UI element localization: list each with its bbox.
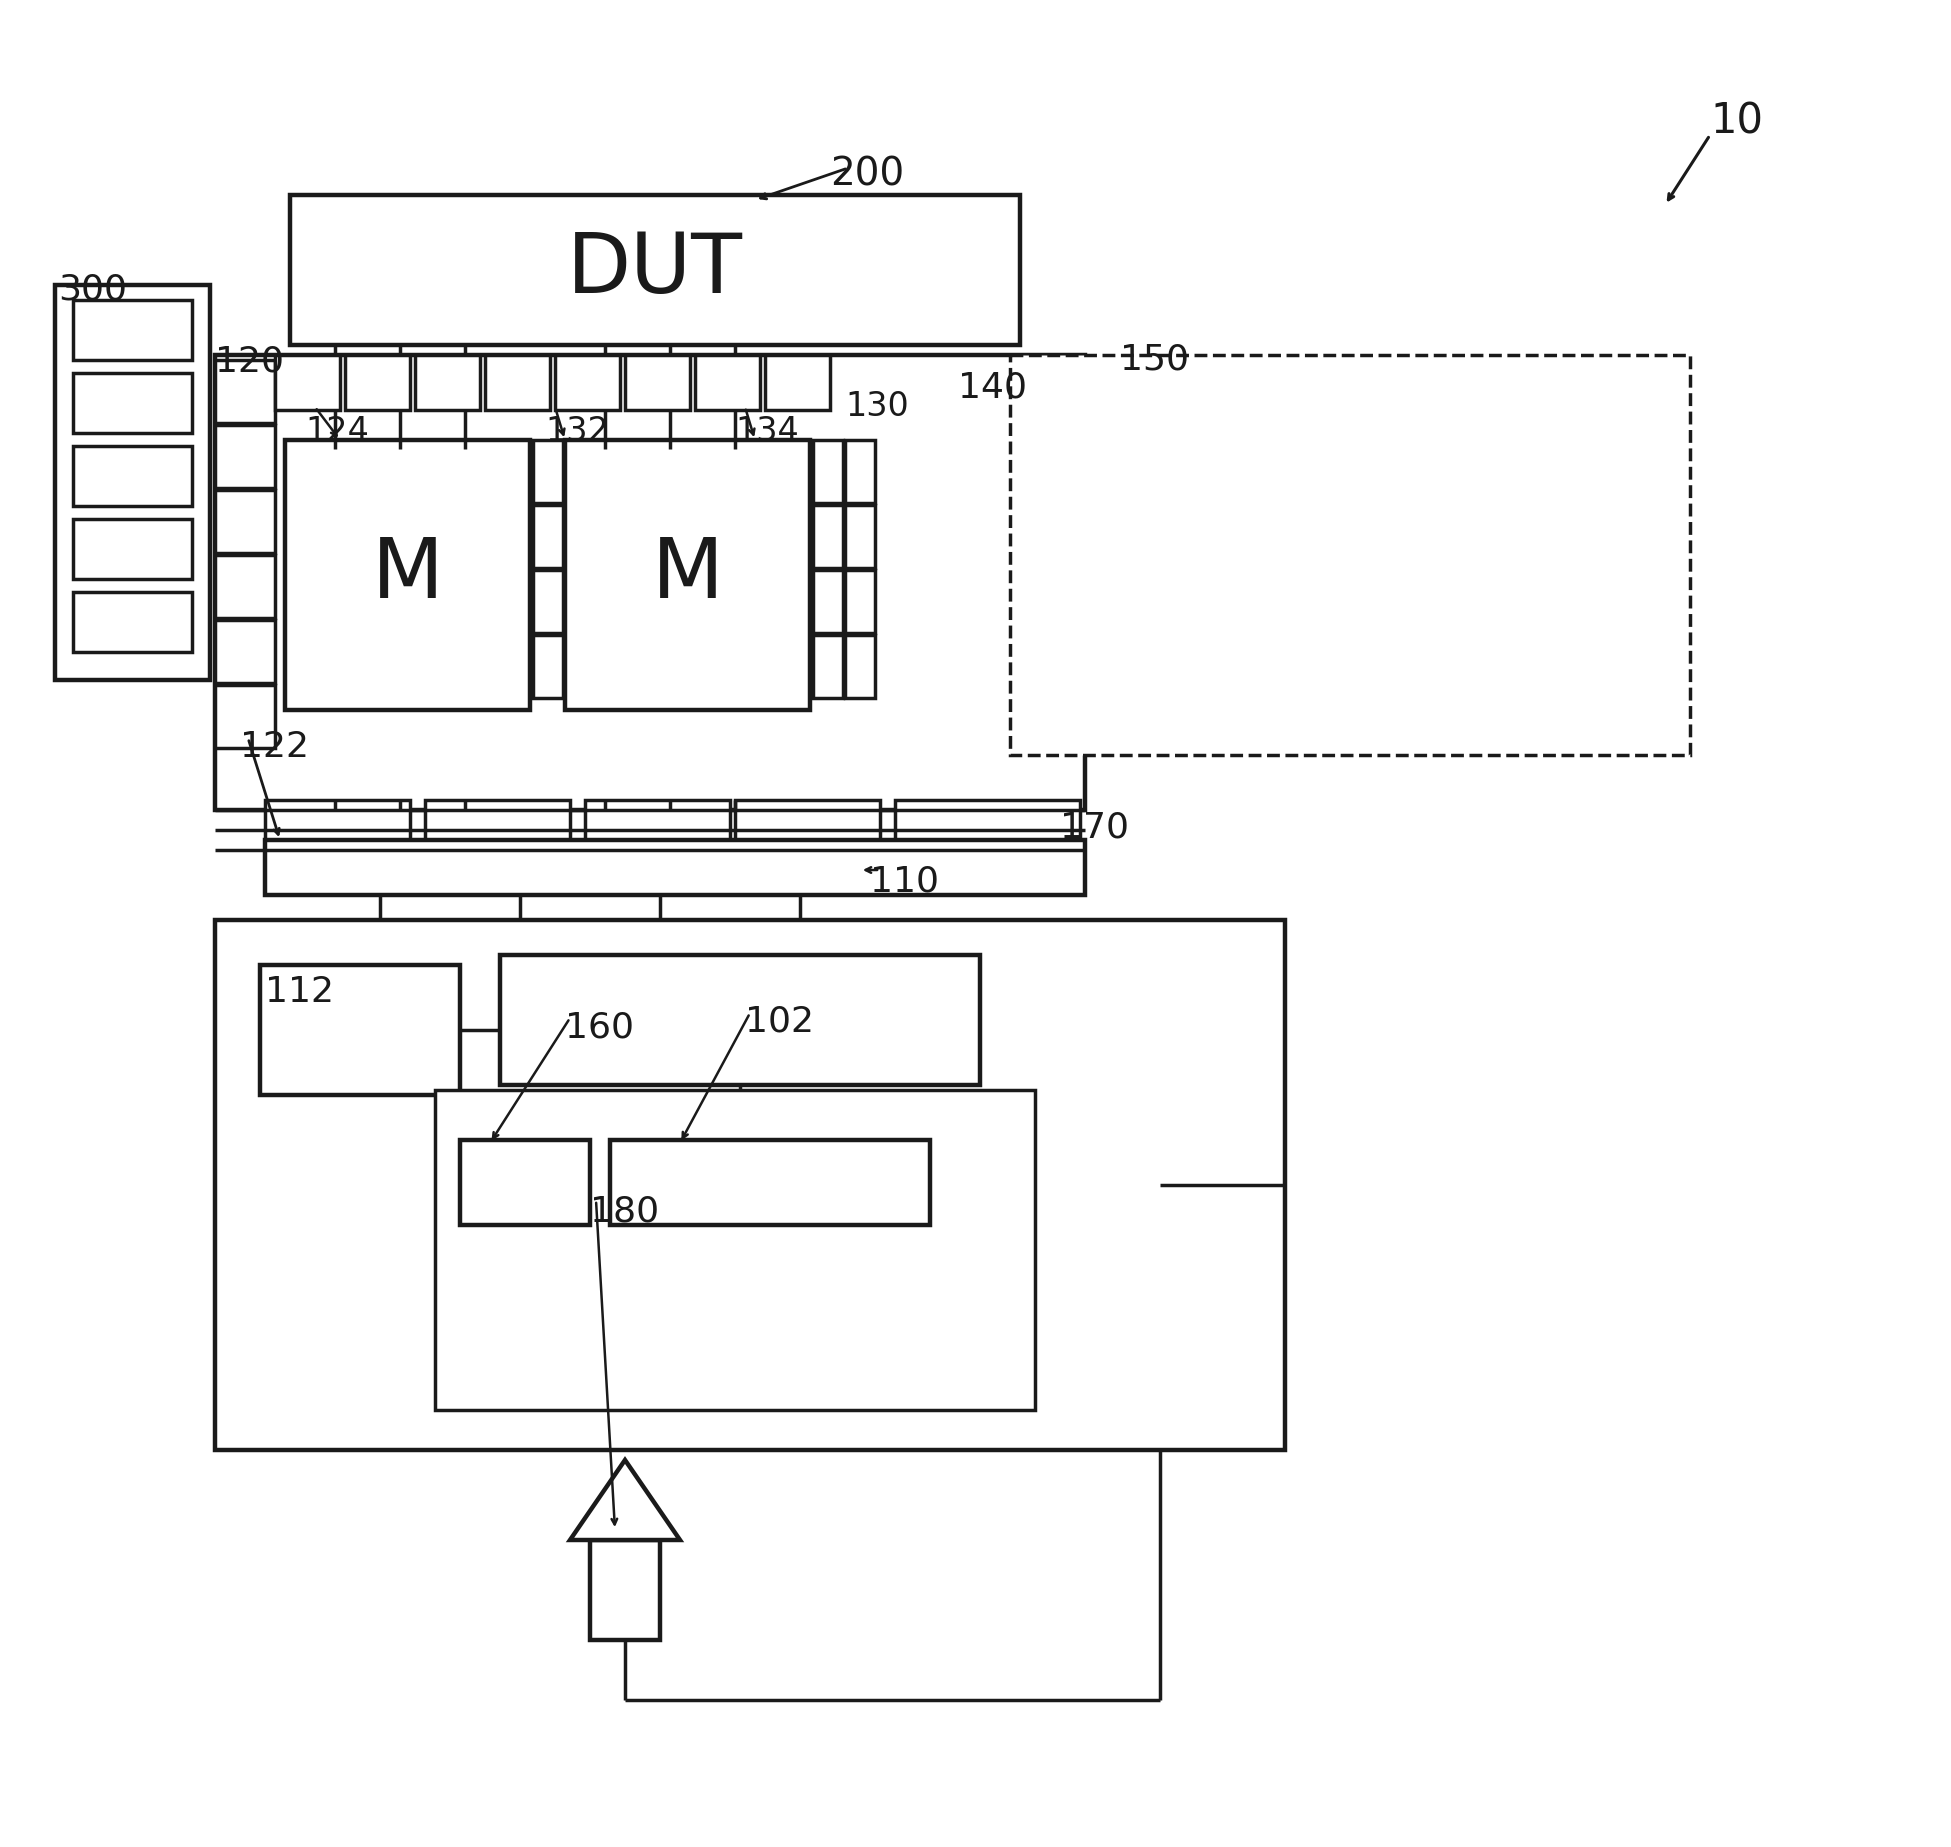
Polygon shape (345, 355, 410, 410)
Polygon shape (265, 800, 410, 840)
Polygon shape (499, 955, 979, 1084)
Polygon shape (425, 800, 570, 840)
Text: 122: 122 (240, 730, 308, 765)
Text: 112: 112 (265, 975, 334, 1008)
Polygon shape (285, 440, 531, 709)
Polygon shape (566, 440, 810, 709)
Polygon shape (460, 1140, 589, 1225)
Text: 120: 120 (215, 345, 285, 379)
Polygon shape (215, 489, 275, 552)
Polygon shape (554, 355, 620, 410)
Text: 150: 150 (1120, 342, 1188, 377)
Polygon shape (72, 373, 191, 432)
Polygon shape (215, 920, 1286, 1450)
Polygon shape (533, 635, 564, 698)
Polygon shape (416, 355, 480, 410)
Text: 132: 132 (544, 416, 609, 449)
Polygon shape (72, 519, 191, 578)
Text: M: M (371, 534, 443, 615)
Text: M: M (652, 534, 724, 615)
Polygon shape (845, 440, 874, 502)
Polygon shape (265, 840, 1085, 896)
Polygon shape (533, 571, 564, 634)
Polygon shape (275, 355, 339, 410)
Polygon shape (215, 355, 1085, 811)
Polygon shape (736, 800, 880, 840)
Polygon shape (215, 685, 275, 748)
Polygon shape (589, 1540, 659, 1640)
Polygon shape (55, 284, 211, 680)
Polygon shape (814, 440, 843, 502)
Polygon shape (1011, 355, 1690, 755)
Polygon shape (570, 1459, 681, 1540)
Polygon shape (72, 445, 191, 506)
Text: 124: 124 (304, 416, 369, 449)
Text: 160: 160 (566, 1010, 634, 1044)
Polygon shape (435, 1090, 1034, 1409)
Text: 170: 170 (1059, 811, 1130, 844)
Polygon shape (585, 800, 730, 840)
Polygon shape (72, 299, 191, 360)
Polygon shape (533, 504, 564, 569)
Polygon shape (486, 355, 550, 410)
Polygon shape (215, 360, 275, 423)
Polygon shape (215, 425, 275, 488)
Polygon shape (611, 1140, 931, 1225)
Polygon shape (845, 571, 874, 634)
Polygon shape (533, 440, 564, 502)
Polygon shape (814, 571, 843, 634)
Text: 134: 134 (736, 416, 798, 449)
Polygon shape (72, 593, 191, 652)
Polygon shape (845, 635, 874, 698)
Polygon shape (259, 964, 460, 1095)
Text: 130: 130 (845, 390, 909, 423)
Text: 180: 180 (589, 1195, 659, 1228)
Polygon shape (215, 554, 275, 619)
Polygon shape (845, 504, 874, 569)
Text: 10: 10 (1709, 100, 1764, 142)
Polygon shape (814, 635, 843, 698)
Polygon shape (765, 355, 829, 410)
Polygon shape (291, 196, 1020, 345)
Text: 200: 200 (829, 155, 903, 192)
Text: DUT: DUT (568, 229, 743, 310)
Polygon shape (215, 621, 275, 683)
Text: 140: 140 (958, 369, 1026, 404)
Polygon shape (624, 355, 691, 410)
Polygon shape (896, 800, 1081, 840)
Text: 300: 300 (59, 272, 127, 307)
Text: 102: 102 (745, 1005, 814, 1040)
Polygon shape (695, 355, 761, 410)
Text: 110: 110 (870, 864, 938, 899)
Polygon shape (814, 504, 843, 569)
